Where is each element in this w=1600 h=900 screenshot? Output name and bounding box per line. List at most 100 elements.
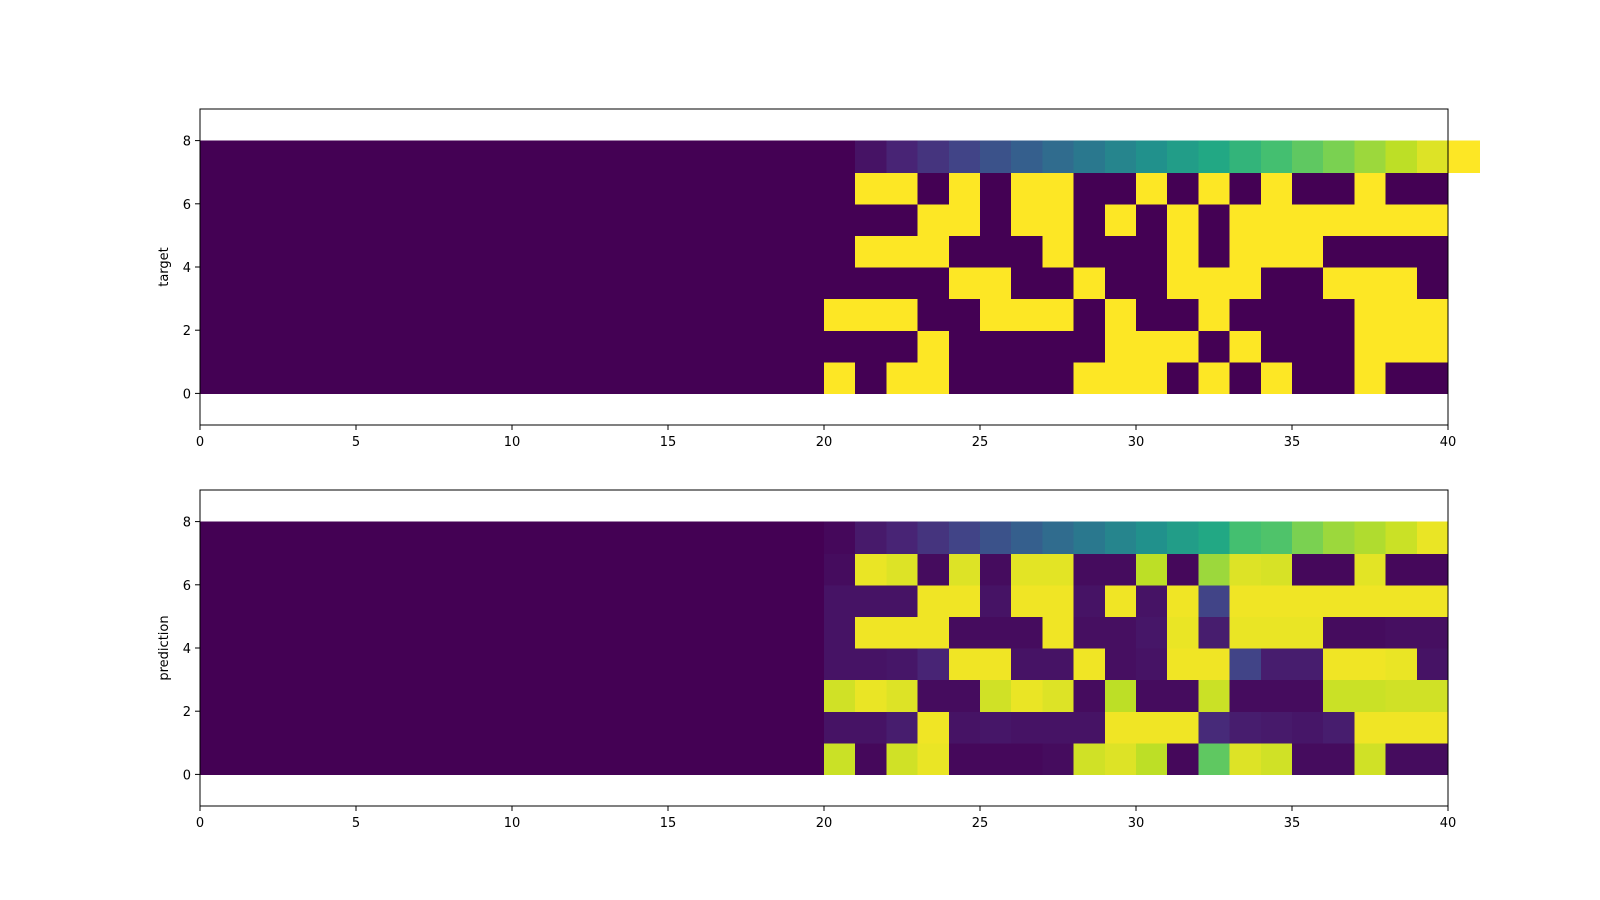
heatmap-cell: [1104, 711, 1137, 744]
heatmap-cell: [1292, 521, 1324, 554]
heatmap-cell: [356, 140, 388, 173]
heatmap-cell: [262, 203, 295, 236]
heatmap-cell: [1104, 172, 1137, 205]
heatmap-cell: [605, 521, 638, 554]
heatmap-cell: [917, 298, 950, 331]
heatmap-cell: [1385, 679, 1418, 712]
heatmap-cell: [1136, 235, 1168, 268]
heatmap-cell: [886, 172, 919, 205]
heatmap-cell: [1104, 553, 1137, 586]
heatmap-cell: [1167, 584, 1199, 617]
heatmap-cell: [387, 235, 419, 268]
heatmap-cell: [1292, 584, 1324, 617]
heatmap-cell: [1323, 267, 1355, 300]
heatmap-cell: [1167, 648, 1199, 681]
heatmap-cell: [387, 742, 419, 775]
heatmap-cell: [1323, 616, 1355, 649]
heatmap-cell: [1229, 203, 1262, 236]
heatmap-cell: [1042, 616, 1075, 649]
heatmap-cell: [1073, 172, 1106, 205]
heatmap-cell: [200, 679, 232, 712]
heatmap-cell: [699, 679, 731, 712]
heatmap-cell: [605, 711, 638, 744]
heatmap-cell: [1385, 140, 1418, 173]
heatmap-cell: [1104, 235, 1137, 268]
heatmap-cell: [574, 521, 607, 554]
heatmap-cell: [948, 553, 981, 586]
heatmap-cell: [418, 679, 451, 712]
heatmap-cell: [449, 648, 482, 681]
heatmap-cell: [543, 172, 575, 205]
heatmap-cell: [356, 361, 388, 394]
heatmap-cell: [730, 203, 763, 236]
heatmap-cell: [1292, 203, 1324, 236]
heatmap-cell: [1354, 711, 1387, 744]
heatmap-cell: [231, 584, 263, 617]
heatmap-cell: [418, 267, 451, 300]
heatmap-cell: [886, 521, 919, 554]
heatmap-cell: [200, 711, 232, 744]
heatmap-cell: [1416, 330, 1449, 363]
heatmap-cell: [262, 616, 295, 649]
heatmap-cell: [917, 553, 950, 586]
heatmap-cell: [543, 679, 575, 712]
y-tick-label: 6: [183, 198, 191, 213]
heatmap-cell: [980, 235, 1012, 268]
heatmap-cell: [605, 330, 638, 363]
heatmap-cell: [574, 140, 607, 173]
heatmap-cell: [855, 553, 887, 586]
heatmap-cell: [1011, 140, 1043, 173]
heatmap-cell: [480, 711, 513, 744]
heatmap-cell: [761, 267, 794, 300]
heatmap-cell: [824, 616, 856, 649]
heatmap-cell: [418, 361, 451, 394]
heatmap-cell: [574, 648, 607, 681]
heatmap-cell: [1354, 172, 1387, 205]
heatmap-cell: [324, 172, 357, 205]
heatmap-cell: [855, 584, 887, 617]
heatmap-cell: [886, 140, 919, 173]
heatmap-cell: [886, 742, 919, 775]
heatmap-cell: [1167, 711, 1199, 744]
heatmap-cell: [449, 140, 482, 173]
heatmap-cell: [480, 172, 513, 205]
heatmap-cell: [730, 742, 763, 775]
heatmap-cell: [636, 553, 669, 586]
heatmap-cell: [387, 330, 419, 363]
heatmap-cell: [1198, 172, 1231, 205]
heatmap-cell: [1416, 742, 1449, 775]
heatmap-cell: [480, 203, 513, 236]
heatmap-cell: [1042, 648, 1075, 681]
heatmap-cell: [387, 679, 419, 712]
heatmap-cell: [1323, 711, 1355, 744]
heatmap-cell: [1260, 521, 1293, 554]
heatmap-cell: [293, 298, 326, 331]
heatmap-cell: [761, 361, 794, 394]
heatmap-cell: [1229, 361, 1262, 394]
heatmap-cell: [1229, 648, 1262, 681]
x-tick-label: 5: [352, 435, 360, 450]
heatmap-cell: [1416, 584, 1449, 617]
heatmap-cell: [1042, 361, 1075, 394]
heatmap-cell: [231, 553, 263, 586]
heatmap-cell: [824, 584, 856, 617]
y-axis-label: prediction: [157, 615, 172, 680]
heatmap-cell: [1073, 298, 1106, 331]
heatmap-cell: [1042, 235, 1075, 268]
heatmap-cell: [1136, 584, 1168, 617]
heatmap-cell: [356, 616, 388, 649]
heatmap-cell: [855, 203, 887, 236]
heatmap-cell: [699, 616, 731, 649]
heatmap-cell: [200, 553, 232, 586]
heatmap-cell: [761, 648, 794, 681]
heatmap-cell: [1073, 521, 1106, 554]
heatmap-cell: [1229, 140, 1262, 173]
heatmap-cell: [543, 616, 575, 649]
heatmap-cell: [1416, 553, 1449, 586]
heatmap-cell: [1323, 298, 1355, 331]
heatmap-cell: [1229, 679, 1262, 712]
heatmap-cell: [1260, 616, 1293, 649]
heatmap-cell: [668, 203, 700, 236]
heatmap-cell: [948, 298, 981, 331]
heatmap-cell: [668, 361, 700, 394]
